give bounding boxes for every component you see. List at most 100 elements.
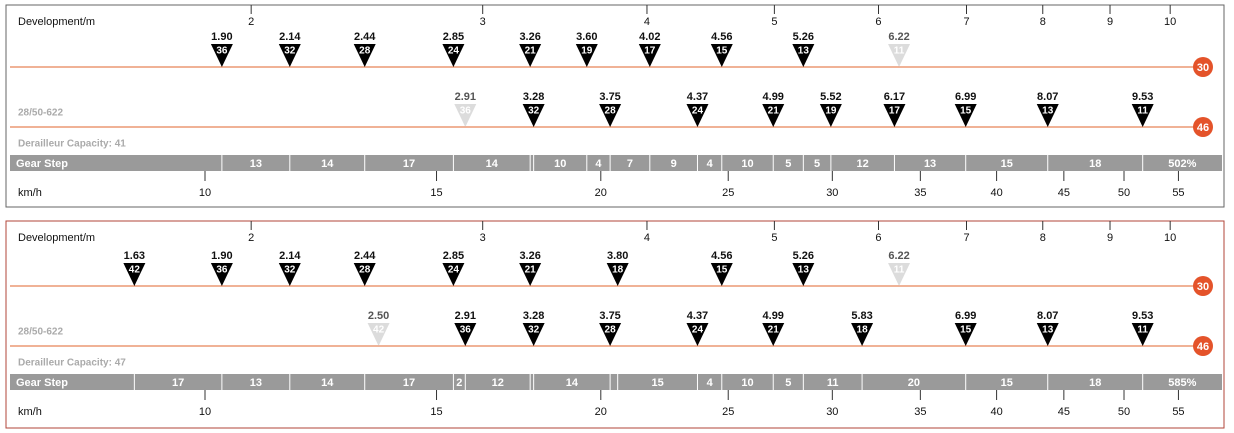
gear-panel[interactable]: Development/m 2 3 4 5 6 7 8 9 10301.90362.14322.4…: [5, 4, 1225, 208]
tick-label: 15: [430, 187, 442, 199]
step-label: 10: [554, 158, 566, 170]
gear-marker: [522, 104, 545, 127]
gear-marker: [442, 44, 465, 67]
cog-label: 36: [216, 265, 228, 276]
cog-label: 42: [129, 265, 141, 276]
cog-label: 36: [460, 325, 472, 336]
development-label: 3.26: [519, 31, 540, 43]
cog-label: 24: [692, 106, 704, 117]
tick-label: 9: [1107, 232, 1113, 244]
gear-marker: [1036, 323, 1059, 346]
tick-label: 45: [1058, 187, 1070, 199]
tick-label: 2: [248, 16, 254, 28]
derailleur-capacity: Derailleur Capacity: 41: [18, 139, 126, 150]
gear-marker: [278, 263, 301, 286]
cog-label: 21: [768, 325, 780, 336]
cog-label: 36: [216, 46, 228, 57]
step-label: 13: [250, 377, 262, 389]
gear-marker: [442, 263, 465, 286]
tick-label: 10: [1164, 232, 1176, 244]
cog-label: 42: [373, 325, 385, 336]
step-label: 14: [321, 158, 334, 170]
tick-label: 30: [826, 187, 838, 199]
cog-label: 28: [605, 325, 617, 336]
development-label: 6.99: [955, 91, 976, 103]
development-label: 1.63: [124, 250, 145, 262]
chainring-badge: [1193, 117, 1213, 137]
development-label: 4.56: [711, 31, 732, 43]
step-label: 15: [1001, 377, 1013, 389]
cog-label: 13: [798, 46, 810, 57]
development-label: 5.52: [820, 91, 841, 103]
gear-panel[interactable]: Development/m 2 3 4 5 6 7 8 9 10301.63421.90362.1…: [5, 220, 1225, 429]
gear-marker: [210, 44, 233, 67]
panel-border: [5, 4, 1225, 208]
step-label: 14: [566, 377, 579, 389]
tick-label: 10: [199, 187, 211, 199]
tick-label: 45: [1058, 406, 1070, 418]
cog-label: 32: [284, 46, 296, 57]
development-label: 8.07: [1037, 91, 1058, 103]
development-label: 4.56: [711, 250, 732, 262]
tick-label: 35: [914, 187, 926, 199]
gear-marker: [1131, 104, 1154, 127]
step-label: 4: [707, 158, 714, 170]
cog-label: 28: [359, 46, 371, 57]
cog-label: 21: [525, 265, 537, 276]
development-label: 2.14: [279, 250, 301, 262]
cog-label: 13: [1042, 106, 1054, 117]
tick-label: 7: [963, 16, 969, 28]
gear-marker: [851, 323, 874, 346]
gear-marker: [762, 104, 785, 127]
development-label: 3.60: [576, 31, 597, 43]
step-label: 5: [785, 158, 791, 170]
chainring-label: 46: [1197, 122, 1209, 134]
development-label: 2.91: [455, 310, 476, 322]
development-label: 3.28: [523, 91, 544, 103]
development-label: 2.50: [368, 310, 389, 322]
gear-marker: [762, 323, 785, 346]
gear-marker: [278, 44, 301, 67]
cog-label: 32: [528, 106, 540, 117]
gear-marker: [522, 323, 545, 346]
tick-label: 8: [1040, 16, 1046, 28]
tick-label: 50: [1118, 406, 1130, 418]
tick-label: 50: [1118, 187, 1130, 199]
development-label: 4.99: [763, 91, 784, 103]
step-label: 14: [321, 377, 334, 389]
step-label: 7: [627, 158, 633, 170]
gear-marker: [519, 44, 542, 67]
cog-label: 28: [359, 265, 371, 276]
step-label: 11: [827, 377, 839, 389]
tick-label: 55: [1172, 187, 1184, 199]
cog-label: 32: [528, 325, 540, 336]
gear-marker: [686, 323, 709, 346]
step-label: 17: [403, 377, 415, 389]
step-label: 18: [1089, 377, 1101, 389]
development-label: 4.37: [687, 310, 708, 322]
chainring-badge: [1193, 336, 1213, 356]
step-label: 12: [492, 377, 504, 389]
tick-label: 40: [990, 187, 1002, 199]
cog-label: 13: [1042, 325, 1054, 336]
cog-label: 19: [825, 106, 837, 117]
step-label: 13: [250, 158, 262, 170]
gear-marker: [454, 323, 477, 346]
tick-label: 3: [480, 232, 486, 244]
gear-marker: [686, 104, 709, 127]
development-label: 6.22: [888, 250, 909, 262]
cog-label: 28: [605, 106, 617, 117]
axis-label: km/h: [18, 406, 42, 418]
development-label: 2.85: [443, 250, 464, 262]
gear-step-title: Gear Step: [16, 377, 68, 389]
gear-marker: [454, 104, 477, 127]
tick-label: 5: [771, 16, 777, 28]
axis-label: Development/m: [18, 232, 95, 244]
tick-label: 6: [875, 232, 881, 244]
tick-label: 15: [430, 406, 442, 418]
development-label: 2.44: [354, 250, 376, 262]
gear-marker: [353, 263, 376, 286]
development-label: 6.17: [884, 91, 905, 103]
development-label: 3.75: [599, 310, 620, 322]
